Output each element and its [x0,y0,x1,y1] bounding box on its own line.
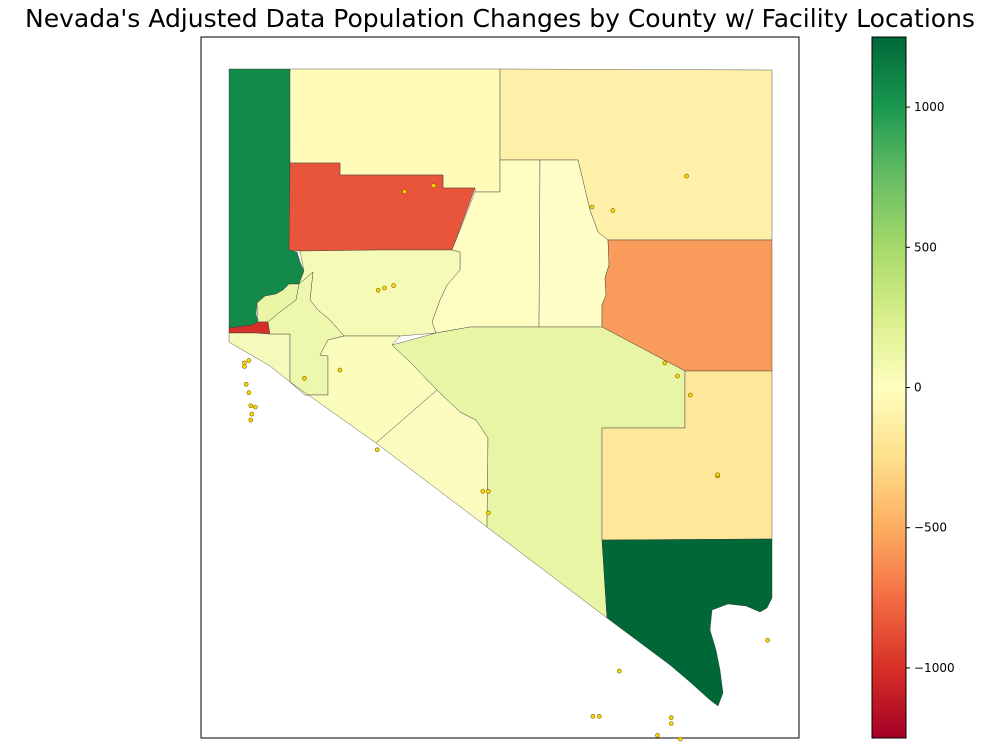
facility-marker[interactable] [246,358,252,363]
county-pershing[interactable] [288,162,476,252]
facility-marker[interactable] [675,373,680,379]
facility-marker[interactable] [655,733,660,738]
facility-marker[interactable] [687,392,693,398]
colorbar-tick-label: 0 [914,381,922,395]
facility-marker[interactable] [590,714,596,719]
county-white-pine[interactable] [601,239,773,372]
facility-markers [242,173,770,742]
facility-marker[interactable] [302,376,307,381]
colorbar-tick-label: −500 [914,521,947,535]
facility-marker[interactable] [668,715,674,720]
county-clark[interactable] [601,538,773,707]
facility-marker[interactable] [375,287,381,293]
facility-marker[interactable] [246,390,252,396]
facility-marker[interactable] [248,417,254,423]
county-layer [228,68,773,707]
facility-marker[interactable] [668,721,674,726]
colorbar-tick-label: −1000 [914,661,955,675]
facility-marker[interactable] [485,510,491,516]
facility-marker[interactable] [596,714,602,719]
colorbar: 1000 500 0 −500 −1000 [871,36,955,739]
facility-marker[interactable] [610,208,616,213]
colorbar-gradient [871,36,907,739]
facility-marker[interactable] [391,283,396,288]
facility-marker[interactable] [337,367,343,373]
facility-marker[interactable] [242,364,247,369]
facility-marker[interactable] [480,489,486,494]
colorbar-tick-label: 1000 [914,100,945,114]
map-title: Nevada's Adjusted Data Population Change… [25,4,975,33]
facility-marker[interactable] [249,411,254,417]
facility-marker[interactable] [765,637,770,643]
facility-marker[interactable] [485,489,491,494]
colorbar-ticks: 1000 500 0 −500 −1000 [906,100,955,675]
facility-marker[interactable] [684,173,689,179]
facility-marker[interactable] [715,472,720,478]
facility-marker[interactable] [248,403,254,409]
facility-marker[interactable] [589,204,595,210]
colorbar-tick-label: 500 [914,240,937,254]
facility-marker[interactable] [402,189,407,194]
facility-marker[interactable] [253,404,258,410]
facility-marker[interactable] [382,285,387,291]
facility-marker[interactable] [243,381,249,387]
facility-marker[interactable] [374,447,380,453]
facility-marker[interactable] [431,183,437,188]
facility-marker[interactable] [677,736,683,742]
facility-marker[interactable] [616,668,622,674]
facility-marker[interactable] [662,360,668,366]
